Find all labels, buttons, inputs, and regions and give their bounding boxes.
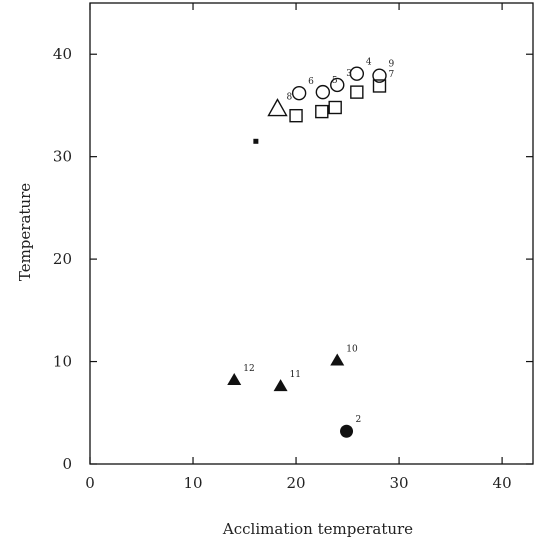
filled-triangle-point <box>227 372 242 385</box>
x-tick-label: 10 <box>183 474 202 492</box>
filled-triangle-point <box>273 379 288 392</box>
open-circle-point <box>349 66 365 81</box>
filled-triangle-point <box>330 353 345 366</box>
small-filled-square-point <box>253 138 259 144</box>
axis-ticks: 0 10 20 30 40 0 10 20 30 40 <box>53 3 533 492</box>
point-label: 12 <box>243 364 254 374</box>
point-label: 9 <box>388 60 394 70</box>
y-axis-title: Temperature <box>16 183 34 281</box>
x-tick-label: 0 <box>85 474 95 492</box>
point-label: 2 <box>356 415 362 425</box>
point-label: 5 <box>332 76 338 86</box>
data-points <box>227 66 387 438</box>
filled-circle-point <box>340 424 354 438</box>
x-tick-label: 30 <box>390 474 409 492</box>
plot-axes <box>89 2 534 465</box>
open-circle-point <box>330 77 345 93</box>
y-tick-label: 40 <box>53 45 72 63</box>
x-tick-label: 20 <box>286 474 305 492</box>
point-label: 8 <box>287 93 293 103</box>
x-axis-title: Acclimation temperature <box>222 520 413 538</box>
y-tick-label: 30 <box>53 148 72 166</box>
point-label: 10 <box>346 345 358 355</box>
open-square-point <box>372 79 387 93</box>
y-tick-label: 20 <box>53 250 72 268</box>
point-labels: 6 53 4 97 8 12 11 10 2 <box>243 58 394 426</box>
open-square-point <box>315 104 329 119</box>
point-label: 3 <box>346 69 352 79</box>
point-label: 7 <box>388 70 394 80</box>
y-tick-label: 0 <box>62 455 72 473</box>
open-square-point <box>328 100 342 115</box>
point-label: 6 <box>308 77 314 87</box>
point-label: 11 <box>290 370 301 380</box>
open-square-point <box>350 85 364 99</box>
point-label: 4 <box>366 58 372 68</box>
open-circle-point <box>372 68 387 83</box>
y-tick-label: 10 <box>53 353 72 371</box>
plot-frame <box>89 2 534 465</box>
open-circle-point <box>315 84 331 100</box>
open-circle-point <box>291 85 307 101</box>
open-square-point <box>289 108 303 123</box>
x-tick-label: 40 <box>493 474 512 492</box>
open-triangle-point <box>267 98 288 117</box>
